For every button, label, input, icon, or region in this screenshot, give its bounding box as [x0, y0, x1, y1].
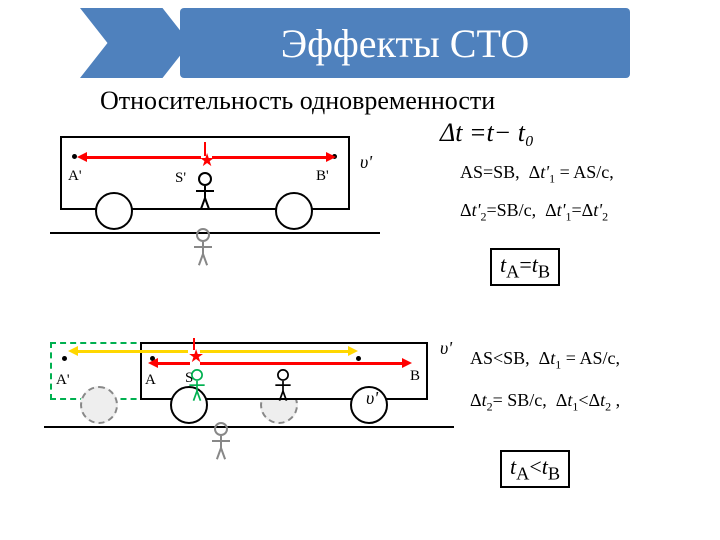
- label-b-prime: B': [316, 168, 329, 185]
- arrow-red-right: [212, 156, 328, 159]
- title-banner: Эффекты СТО: [80, 8, 640, 78]
- eq-d2-line1: AS<SB, Δt1 = AS/c,: [470, 348, 620, 373]
- result-2: tA<tB: [500, 450, 570, 488]
- title-text: Эффекты СТО: [281, 20, 530, 67]
- observer-ground: [192, 228, 214, 268]
- arrow-red-left-2: [156, 362, 190, 365]
- arrow-red-right-2: [200, 362, 404, 365]
- label-velocity: υ': [360, 152, 372, 173]
- label-v-bottom: υ': [366, 388, 378, 409]
- eq-d1-line1: AS=SB, Δt'1 = AS/c,: [460, 162, 614, 187]
- label-s-prime: S': [175, 170, 186, 187]
- observer-train: [194, 172, 216, 212]
- arrow-yellow-left: [76, 350, 188, 353]
- wheel: [275, 192, 313, 230]
- spark-vertical-2: [193, 338, 195, 350]
- arrow-red-left: [85, 156, 201, 159]
- diagram-1: A' S' B' υ' ★: [60, 136, 400, 270]
- subtitle: Относительность одновременности: [100, 86, 495, 116]
- title-box: Эффекты СТО: [180, 8, 630, 78]
- eq-d1-line2: Δt'2=SB/c, Δt'1=Δt'2: [460, 200, 608, 225]
- label-a-prime-2: A': [56, 372, 70, 389]
- ground-line: [50, 232, 380, 234]
- observer-train-3: [274, 369, 293, 403]
- wheel: [95, 192, 133, 230]
- observer-ground-2: [210, 422, 232, 462]
- observer-train-2: [188, 369, 207, 403]
- label-b: B: [410, 368, 420, 385]
- wheel-ghost: [80, 386, 118, 424]
- label-a-prime: A': [68, 168, 82, 185]
- arrow-yellow-right: [200, 350, 350, 353]
- point-a-prime: [62, 356, 67, 361]
- label-v-top: υ': [440, 338, 452, 359]
- eq-d2-line2: Δt2= SB/c, Δt1<Δt2 ,: [470, 390, 620, 415]
- star-icon: ★: [199, 150, 215, 171]
- main-formula: Δt =t− t₀: [440, 118, 534, 148]
- point-b2: [356, 356, 361, 361]
- diagram-2: A' A S B ★ υ' υ': [50, 336, 470, 496]
- spark-vertical: [204, 142, 206, 156]
- result-1: tA=tB: [490, 248, 560, 286]
- ground-line-2: [44, 426, 454, 428]
- chevron-shape: [80, 8, 190, 78]
- label-a: A: [145, 372, 156, 389]
